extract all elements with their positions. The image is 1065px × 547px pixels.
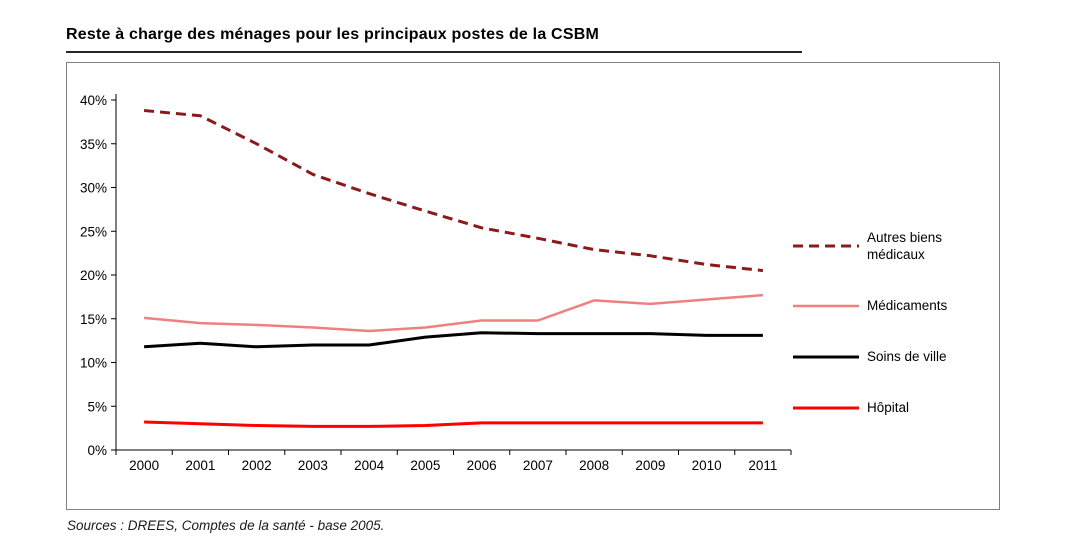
y-axis-label: 20% bbox=[80, 268, 107, 283]
series-line-3 bbox=[144, 420, 763, 428]
legend-item-3: Hôpital bbox=[793, 399, 947, 416]
x-axis-label: 2010 bbox=[692, 458, 722, 473]
series-line-0 bbox=[143, 109, 764, 273]
chart-title: Reste à charge des ménages pour les prin… bbox=[66, 26, 802, 53]
x-axis-label: 2002 bbox=[242, 458, 272, 473]
legend-item-1: Médicaments bbox=[793, 297, 947, 314]
y-axis-label: 35% bbox=[80, 137, 107, 152]
chart-svg: 0% 5% 10% 15% 20% 25% 30% 35% 40% 2000 2001 2002 200… bbox=[80, 93, 792, 473]
chart-frame: 0% 5% 10% 15% 20% 25% 30% 35% 40% 2000 2001 2002 200… bbox=[66, 62, 1000, 510]
x-axis-label: 2007 bbox=[523, 458, 553, 473]
source-note: Sources : DREES, Comptes de la santé - b… bbox=[67, 518, 385, 533]
x-axis-label: 2008 bbox=[579, 458, 609, 473]
x-axis-label: 2004 bbox=[354, 458, 385, 473]
y-axis-label: 5% bbox=[87, 399, 107, 414]
legend-label: Hôpital bbox=[867, 400, 910, 415]
legend-label: Autres biens médicaux bbox=[867, 230, 943, 262]
y-axis-label: 40% bbox=[80, 93, 107, 108]
legend-line-sample bbox=[793, 355, 859, 358]
y-axis-label: 25% bbox=[80, 224, 107, 239]
legend-line-sample bbox=[793, 406, 859, 409]
legend-line-sample bbox=[793, 244, 859, 248]
y-axis-label: 0% bbox=[87, 443, 107, 458]
x-axis-label: 2001 bbox=[185, 458, 215, 473]
y-axis-label: 30% bbox=[80, 181, 107, 196]
legend-line-sample bbox=[793, 304, 859, 307]
legend: Autres biens médicaux Médicaments Soins de … bbox=[793, 229, 947, 416]
legend-item-2: Soins de ville bbox=[793, 348, 947, 365]
series-line-1 bbox=[143, 293, 763, 333]
y-axis-label: 15% bbox=[80, 312, 107, 327]
legend-label: Soins de ville bbox=[867, 349, 947, 364]
x-axis-label: 2003 bbox=[298, 458, 328, 473]
x-axis-label: 2006 bbox=[467, 458, 497, 473]
legend-label: Médicaments bbox=[867, 298, 948, 313]
x-axis-label: 2000 bbox=[129, 458, 159, 473]
series-line-2 bbox=[144, 331, 763, 349]
x-axis-label: 2009 bbox=[635, 458, 665, 473]
legend-item-0: Autres biens médicaux bbox=[793, 229, 947, 263]
x-axis-label: 2005 bbox=[410, 458, 440, 473]
y-axis-label: 10% bbox=[80, 356, 107, 371]
x-axis-label: 2011 bbox=[748, 458, 777, 473]
